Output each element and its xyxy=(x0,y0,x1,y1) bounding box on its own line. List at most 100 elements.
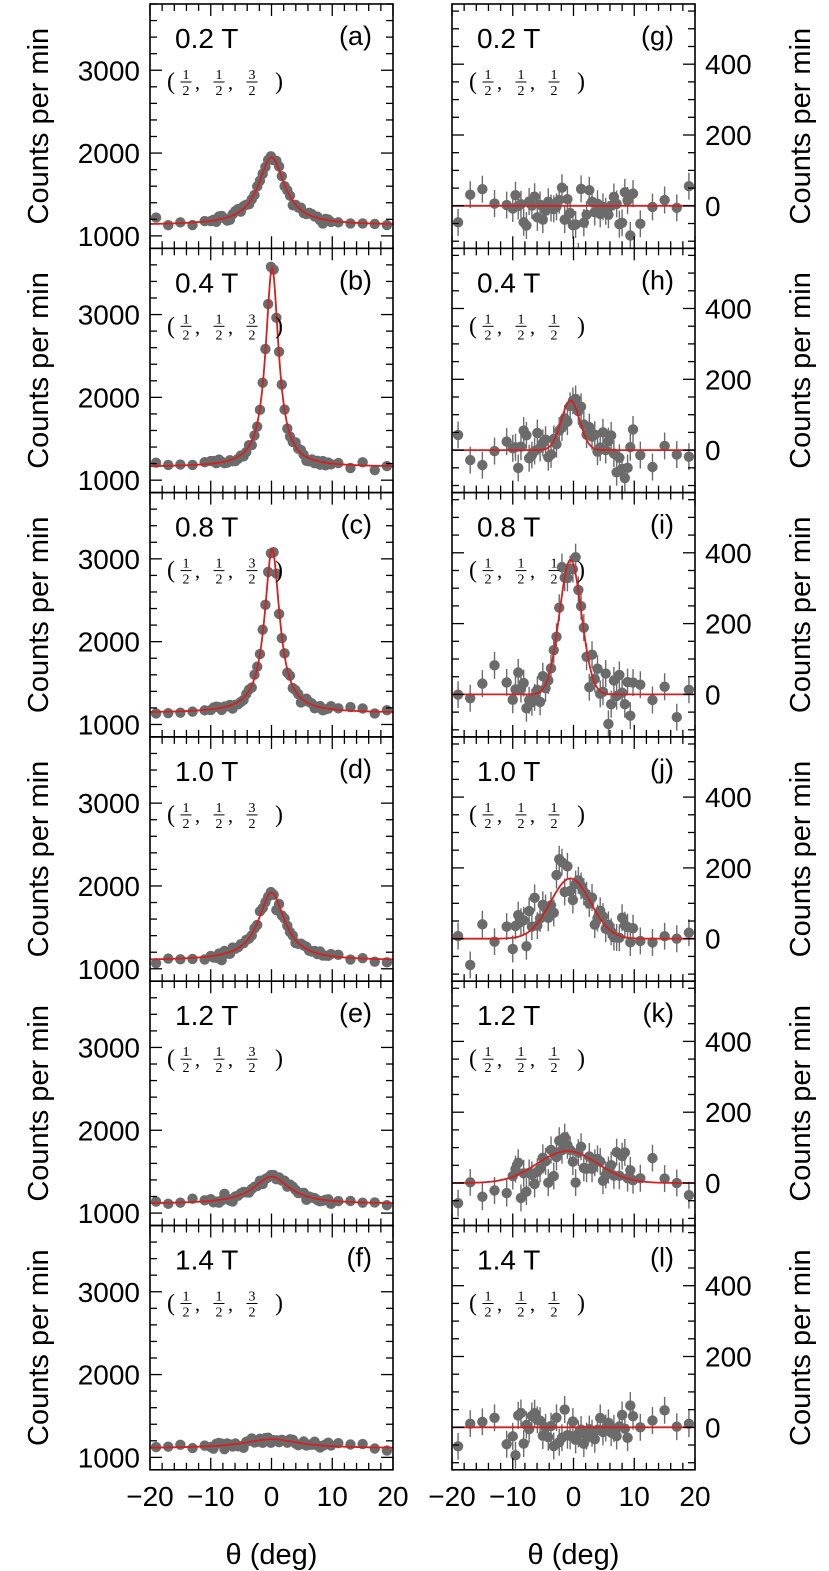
panel-letter: (i) xyxy=(650,510,674,540)
fraction-denominator: 2 xyxy=(551,1306,558,1321)
data-point xyxy=(518,915,529,926)
data-point xyxy=(345,954,356,965)
data-point xyxy=(175,1439,186,1450)
field-label: 1.4 T xyxy=(477,1245,540,1276)
data-point xyxy=(465,693,476,704)
data-point xyxy=(369,708,380,719)
paren-open: ( xyxy=(167,1046,175,1072)
data-point xyxy=(548,1170,559,1182)
data-point xyxy=(540,1156,551,1167)
data-point xyxy=(513,462,524,474)
y-tick-label: 400 xyxy=(705,782,752,813)
y-tick-label: 0 xyxy=(705,679,721,710)
fraction-denominator: 2 xyxy=(183,1061,190,1076)
panel-letter: (h) xyxy=(641,265,674,295)
data-point xyxy=(600,668,611,679)
panel-letter: (d) xyxy=(339,754,372,784)
panel-letter: (g) xyxy=(641,21,674,51)
data-point xyxy=(246,439,257,451)
data-point xyxy=(570,551,581,563)
field-label: 1.2 T xyxy=(175,1000,238,1031)
paren-open: ( xyxy=(167,558,175,584)
data-point xyxy=(515,198,527,210)
data-point xyxy=(683,1189,695,1201)
y-tick-label: 200 xyxy=(705,1342,752,1373)
data-point xyxy=(489,1185,500,1196)
comma: , xyxy=(195,805,200,827)
paren-open: ( xyxy=(167,69,175,95)
y-axis-title: Counts per min xyxy=(785,1005,817,1202)
fraction-denominator: 2 xyxy=(551,1061,558,1076)
fraction-numerator: 1 xyxy=(216,801,223,816)
data-point xyxy=(551,869,562,881)
fraction-denominator: 2 xyxy=(551,84,558,99)
paren-close: ) xyxy=(275,1291,283,1317)
data-point xyxy=(647,694,658,706)
y-tick-label: 400 xyxy=(705,1271,752,1302)
data-point xyxy=(333,949,344,961)
data-point xyxy=(635,449,646,461)
fraction-numerator: 1 xyxy=(216,1290,223,1305)
paren-open: ( xyxy=(469,802,477,828)
data-point xyxy=(659,1173,670,1184)
paren-close: ) xyxy=(275,1046,283,1072)
field-label: 0.4 T xyxy=(477,267,540,298)
data-point xyxy=(627,188,639,199)
data-series xyxy=(452,1392,695,1469)
paren-open: ( xyxy=(469,1291,477,1317)
data-point xyxy=(345,1195,356,1207)
y-tick-label: 0 xyxy=(705,1168,721,1199)
data-series xyxy=(452,172,695,249)
fraction-denominator: 2 xyxy=(485,1061,492,1076)
data-point xyxy=(559,1404,570,1415)
wavevector-label: (12, 12, 32) xyxy=(167,1045,283,1076)
data-point xyxy=(603,209,614,220)
fraction-numerator: 1 xyxy=(485,1290,492,1305)
paren-open: ( xyxy=(469,69,477,95)
y-axis-title: Counts per min xyxy=(23,1005,55,1202)
data-point xyxy=(659,440,670,452)
data-point xyxy=(611,198,622,210)
fraction-numerator: 1 xyxy=(518,1045,525,1060)
x-tick-label: −20 xyxy=(428,1481,476,1512)
comma: , xyxy=(228,561,233,583)
comma: , xyxy=(195,72,200,94)
paren-close: ) xyxy=(577,1046,585,1072)
data-point xyxy=(452,217,464,228)
y-tick-label: 1000 xyxy=(78,221,140,252)
wavevector-label: (12, 12, 32) xyxy=(167,1290,283,1321)
data-point xyxy=(489,1412,500,1424)
paren-open: ( xyxy=(167,1291,175,1317)
y-tick-label: 1000 xyxy=(78,954,140,985)
data-point xyxy=(515,1407,527,1419)
fraction-numerator: 3 xyxy=(249,68,256,83)
x-tick-label: 0 xyxy=(264,1481,280,1512)
wavevector-label: (12, 12, 32) xyxy=(167,801,283,832)
data-point xyxy=(619,698,631,710)
y-tick-label: 3000 xyxy=(78,1032,140,1063)
fraction-denominator: 2 xyxy=(183,1306,190,1321)
y-tick-label: 1000 xyxy=(78,709,140,740)
y-axis-title: Counts per min xyxy=(785,761,817,958)
data-point xyxy=(627,1410,639,1422)
y-tick-label: 3000 xyxy=(78,788,140,819)
field-label: 0.2 T xyxy=(175,23,238,54)
data-point xyxy=(627,424,639,435)
fraction-numerator: 1 xyxy=(183,1290,190,1305)
x-axis-title: θ (deg) xyxy=(226,1539,318,1571)
fraction-numerator: 1 xyxy=(183,801,190,816)
x-tick-label: 20 xyxy=(679,1481,710,1512)
panel-letter: (j) xyxy=(650,754,674,784)
y-tick-label: 0 xyxy=(705,924,721,955)
data-point xyxy=(647,461,658,473)
data-point xyxy=(635,935,646,947)
fraction-denominator: 2 xyxy=(183,328,190,343)
data-point xyxy=(477,919,488,930)
data-point xyxy=(381,1200,393,1211)
data-point xyxy=(150,957,162,969)
data-point xyxy=(529,191,540,202)
